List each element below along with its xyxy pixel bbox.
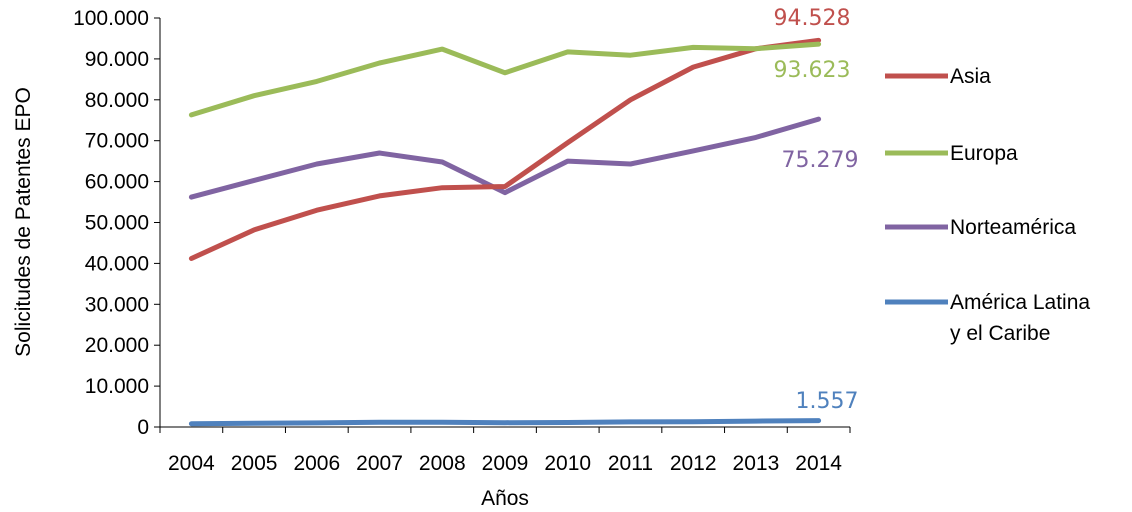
y-tick-label: 80.000 (85, 89, 149, 112)
series-line-0 (188, 37, 822, 261)
series-line-1 (188, 41, 822, 118)
x-tick-label: 2010 (544, 452, 591, 475)
series-lines (188, 37, 822, 427)
y-axis-title: Solicitudes de Patentes EPO (12, 87, 35, 357)
x-tick-label: 2011 (608, 452, 653, 475)
end-label-0: 94.528 (774, 6, 851, 31)
y-tick-label: 20.000 (85, 334, 149, 357)
x-tick-label: 2008 (419, 452, 466, 475)
legend-label-3: América Latina (950, 291, 1090, 314)
series-line-2 (188, 116, 822, 200)
x-tick-label: 2009 (482, 452, 529, 475)
y-tick-label: 0 (137, 416, 149, 439)
legend-label-2: Norteamérica (950, 216, 1076, 239)
x-tick-label: 2004 (168, 452, 215, 475)
legend: Asia Europa Norteamérica América Latina y el… (885, 65, 1090, 345)
y-tick-label: 50.000 (85, 212, 149, 235)
x-tick-label: 2006 (293, 452, 340, 475)
x-ticks: 2004 2005 2006 2007 2008 2009 2010 2011 2012 2013… (159, 427, 851, 475)
legend-label-3: y el Caribe (950, 322, 1050, 345)
y-tick-label: 30.000 (85, 293, 149, 316)
y-ticks: 0 10.000 20.000 30.000 40.000 50.000 60.000 70.… (73, 7, 160, 439)
y-tick-label: 40.000 (85, 252, 149, 275)
end-labels: 94.528 93.623 75.279 1.557 (774, 6, 859, 414)
x-tick-label: 2012 (670, 452, 717, 475)
legend-label-1: Europa (950, 142, 1018, 165)
y-tick-label: 90.000 (85, 48, 149, 71)
y-tick-label: 100.000 (73, 7, 149, 30)
x-tick-label: 2005 (231, 452, 278, 475)
legend-label-0: Asia (950, 65, 991, 88)
end-label-3: 1.557 (796, 389, 859, 414)
axes (159, 18, 850, 428)
y-tick-label: 10.000 (85, 375, 149, 398)
x-tick-label: 2013 (733, 452, 780, 475)
end-label-2: 75.279 (782, 148, 859, 173)
y-tick-label: 60.000 (85, 171, 149, 194)
y-tick-label: 70.000 (85, 130, 149, 153)
x-tick-label: 2007 (356, 452, 403, 475)
series-line-3 (188, 418, 822, 427)
x-tick-label: 2014 (795, 452, 842, 475)
x-axis-title: Años (481, 487, 529, 510)
end-label-1: 93.623 (774, 58, 851, 83)
